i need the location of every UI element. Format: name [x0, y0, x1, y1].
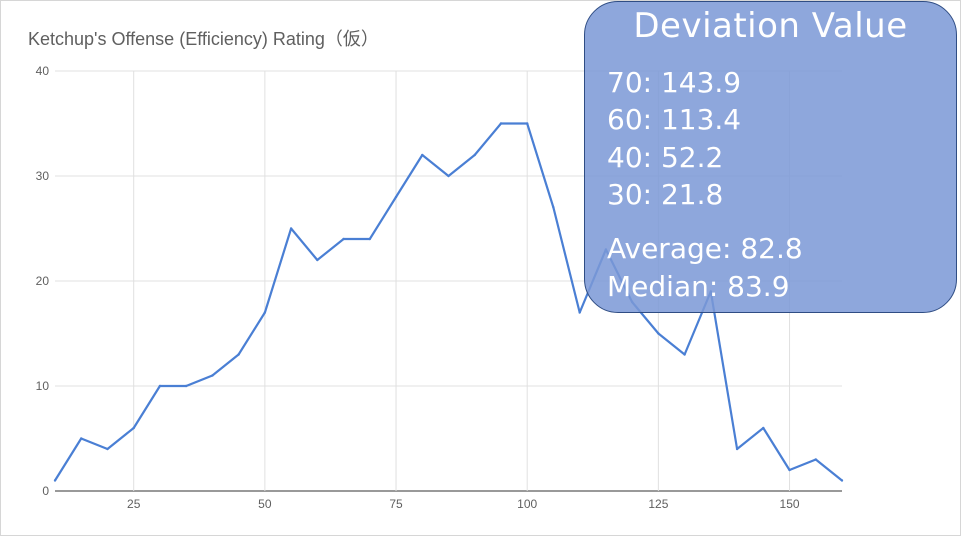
stat-line-30: 30: 21.8: [607, 178, 724, 211]
x-tick-label: 100: [517, 497, 537, 511]
data-point: [578, 311, 581, 314]
data-point: [683, 353, 686, 356]
data-point: [499, 122, 503, 125]
data-point: [473, 153, 476, 157]
data-point: [263, 311, 267, 314]
x-tick-label: 125: [648, 497, 668, 511]
stat-average: Average: 82.8: [607, 232, 803, 265]
data-point: [211, 374, 214, 377]
y-tick-label: 40: [36, 64, 50, 78]
y-tick-label: 20: [36, 274, 50, 288]
stat-median: Median: 83.9: [607, 270, 790, 303]
y-tick-label: 30: [36, 169, 50, 183]
data-point: [80, 437, 83, 440]
data-point: [316, 258, 319, 262]
data-point: [394, 195, 398, 199]
data-point: [788, 468, 791, 472]
data-point: [158, 384, 162, 388]
x-tick-label: 25: [127, 497, 141, 511]
stat-line-70: 70: 143.9: [607, 66, 742, 99]
data-point: [447, 174, 450, 178]
data-point: [289, 227, 293, 230]
x-tick-label: 150: [780, 497, 800, 511]
x-tick-label: 50: [258, 497, 272, 511]
stats-title: Deviation Value: [633, 6, 908, 46]
data-point: [106, 447, 109, 451]
stat-line-60: 60: 113.4: [607, 103, 742, 136]
data-point: [421, 153, 424, 157]
data-point: [526, 122, 529, 125]
data-point: [840, 479, 844, 482]
data-point: [237, 353, 240, 356]
data-point: [735, 447, 739, 451]
data-point: [762, 426, 765, 430]
data-point: [53, 479, 57, 482]
chart-title: Ketchup's Offense (Efficiency) Rating（仮）: [28, 29, 379, 49]
data-point: [184, 384, 188, 388]
data-point: [368, 237, 371, 241]
x-tick-label: 75: [389, 497, 403, 511]
data-point: [132, 426, 135, 430]
stat-line-40: 40: 52.2: [607, 141, 724, 174]
data-point: [552, 206, 555, 209]
y-tick-label: 10: [36, 379, 50, 393]
deviation-stats-box: Deviation Value 70: 143.9 60: 113.4 40: …: [584, 1, 957, 313]
data-point: [657, 332, 660, 335]
data-point: [342, 237, 345, 241]
data-point: [814, 458, 817, 461]
y-tick-label: 0: [42, 484, 49, 498]
